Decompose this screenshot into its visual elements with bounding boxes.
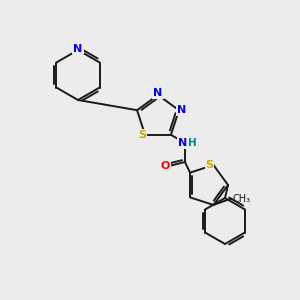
Text: S: S (138, 130, 146, 140)
Text: S: S (206, 160, 214, 170)
Text: O: O (160, 161, 170, 171)
Text: N: N (177, 105, 187, 115)
Text: N: N (178, 138, 188, 148)
Text: H: H (188, 138, 196, 148)
Text: CH₃: CH₃ (232, 194, 250, 204)
Text: N: N (74, 44, 82, 53)
Text: N: N (153, 88, 163, 98)
